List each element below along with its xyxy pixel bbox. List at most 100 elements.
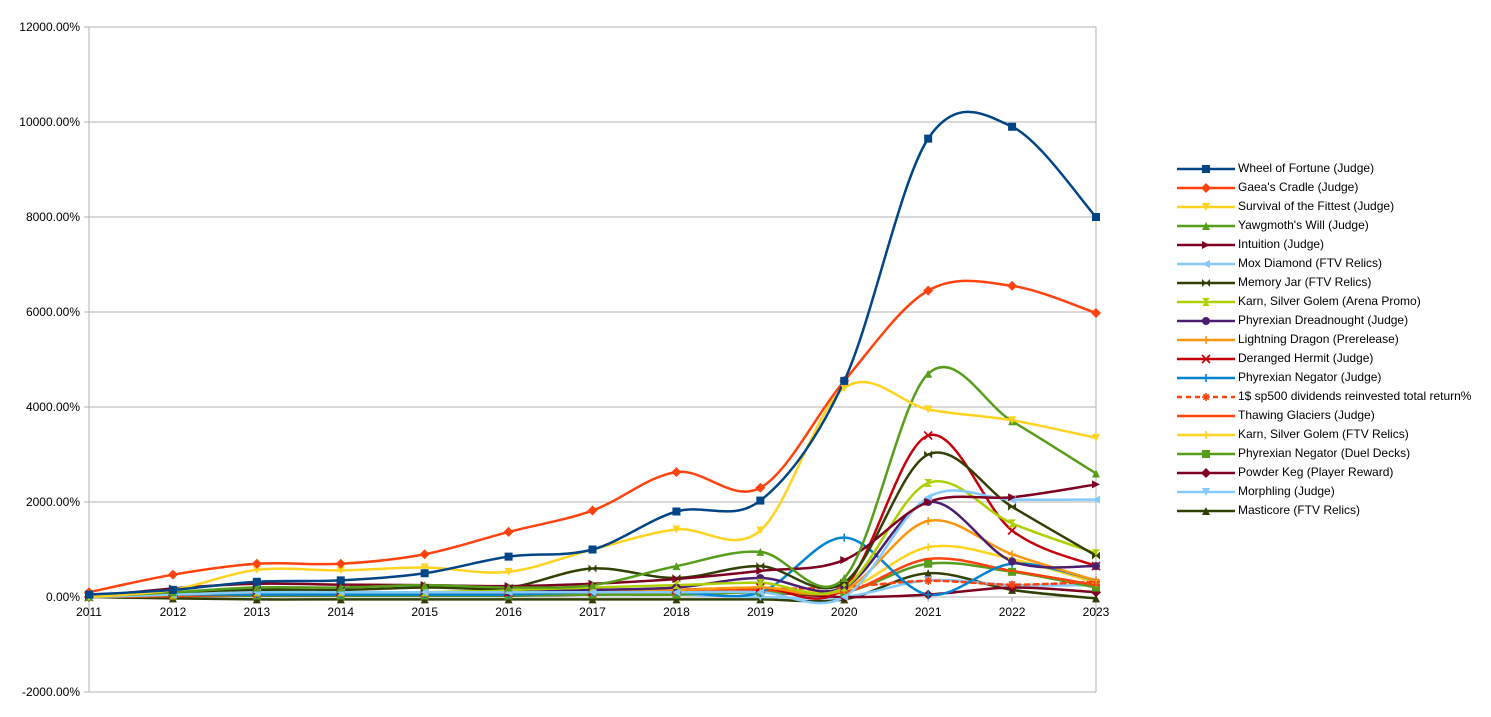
data-point: [587, 505, 598, 516]
x-tick-label: 2022: [999, 605, 1026, 619]
data-point: [924, 498, 933, 506]
legend-swatch: [1177, 507, 1235, 515]
data-point: [672, 507, 681, 516]
legend-label: Wheel of Fortune (Judge): [1238, 161, 1375, 175]
data-point: [672, 581, 681, 590]
legend-label: Thawing Glaciers (Judge): [1238, 408, 1375, 422]
data-point: [672, 595, 681, 604]
data-point: [924, 493, 933, 502]
data-point: [756, 547, 765, 556]
legend-item: Karn, Silver Golem (FTV Relics): [1170, 425, 1490, 444]
data-point: [252, 577, 261, 586]
data-point: [1007, 525, 1017, 536]
legend-label: Mox Diamond (FTV Relics): [1238, 256, 1383, 270]
legend-label: Karn, Silver Golem (Arena Promo): [1238, 294, 1421, 308]
data-point: [1092, 480, 1100, 489]
x-tick-label: 2013: [243, 605, 270, 619]
data-point: [924, 576, 933, 585]
data-point: [588, 564, 597, 573]
data-point: [503, 526, 514, 537]
legend-swatch: [1177, 298, 1235, 306]
legend-swatch: [1177, 222, 1235, 230]
legend-label: Masticore (FTV Relics): [1238, 503, 1361, 517]
data-point: [1092, 433, 1100, 442]
data-point: [1008, 550, 1017, 559]
y-tick-label: 12000.00%: [19, 20, 80, 34]
data-point: [1092, 469, 1100, 478]
data-point: [924, 134, 933, 143]
data-point: [336, 566, 345, 575]
legend-item: Lightning Dragon (Prerelease): [1170, 330, 1490, 349]
legend-swatch: [1177, 393, 1235, 401]
legend-label: Phyrexian Dreadnought (Judge): [1238, 313, 1409, 327]
legend-label: Deranged Hermit (Judge): [1238, 351, 1374, 365]
line-chart: 12000.00% 10000.00% 8000.00% 6000.00% 4000.0…: [19, 20, 1110, 699]
legend-label: Gaea's Cradle (Judge): [1238, 180, 1359, 194]
data-point: [1007, 280, 1018, 291]
legend-item: Yawgmoth's Will (Judge): [1170, 216, 1490, 235]
x-tick-label: 2016: [495, 605, 522, 619]
data-point: [924, 543, 933, 552]
data-point: [924, 369, 933, 378]
data-point: [924, 405, 933, 414]
legend-label: Intuition (Judge): [1238, 237, 1325, 251]
y-tick-label: 0.00%: [46, 590, 80, 604]
data-point: [840, 593, 849, 601]
series-markers: [84, 122, 1101, 604]
legend-swatch: [1177, 468, 1235, 478]
data-point: [924, 517, 933, 525]
data-point: [420, 569, 429, 578]
legend-swatch: [1177, 488, 1235, 496]
legend-item: Survival of the Fittest (Judge): [1170, 197, 1490, 216]
data-point: [1092, 594, 1100, 603]
legend-label: Lightning Dragon (Prerelease): [1238, 332, 1399, 346]
y-tick-label: 10000.00%: [19, 115, 80, 129]
legend-swatch: [1177, 336, 1235, 344]
data-point: [1092, 576, 1100, 585]
x-tick-label: 2023: [1083, 605, 1110, 619]
data-point: [840, 376, 849, 385]
data-point: [588, 588, 597, 597]
data-point: [335, 558, 346, 569]
data-point: [672, 562, 681, 571]
legend-swatch: [1177, 374, 1235, 382]
chart-legend: Wheel of Fortune (Judge) Gaea's Cradle (J…: [1170, 159, 1490, 520]
x-tick-label: 2021: [915, 605, 942, 619]
legend-swatch: [1177, 431, 1235, 439]
legend-swatch: [1177, 354, 1235, 364]
x-axis-ticks: 2011 2012 2013 2014 2015 2016 2017 2018 2019 2020…: [76, 605, 1110, 619]
data-point: [1092, 213, 1100, 221]
data-point: [1092, 583, 1100, 592]
legend-swatch: [1177, 279, 1235, 287]
data-point: [755, 482, 766, 493]
data-point: [1008, 519, 1017, 528]
data-point: [672, 588, 681, 597]
data-point: [672, 574, 681, 583]
legend-item: Intuition (Judge): [1170, 235, 1490, 254]
legend-item: Phyrexian Dreadnought (Judge): [1170, 311, 1490, 330]
data-point: [924, 569, 933, 578]
data-point: [671, 467, 682, 478]
legend-swatch: [1177, 317, 1235, 325]
data-point: [923, 285, 934, 296]
y-tick-label: 2000.00%: [26, 495, 80, 509]
data-point: [672, 525, 681, 534]
y-tick-label: 4000.00%: [26, 400, 80, 414]
legend-swatch: [1177, 450, 1235, 458]
data-point: [85, 590, 93, 599]
legend-swatch: [1177, 260, 1235, 268]
data-point: [756, 526, 765, 535]
data-point: [419, 549, 430, 560]
data-point: [588, 581, 597, 590]
legend-label: 1$ sp500 dividends reinvested total retu…: [1238, 389, 1472, 403]
x-tick-label: 2017: [579, 605, 606, 619]
series-line: [87, 451, 1098, 599]
data-point: [420, 563, 429, 572]
data-point: [924, 559, 933, 568]
data-point: [840, 533, 849, 542]
legend-label: Survival of the Fittest (Judge): [1238, 199, 1395, 213]
data-point: [168, 585, 177, 594]
data-point: [167, 569, 178, 580]
legend-item: Memory Jar (FTV Relics): [1170, 273, 1490, 292]
legend-item: Phyrexian Negator (Judge): [1170, 368, 1490, 387]
